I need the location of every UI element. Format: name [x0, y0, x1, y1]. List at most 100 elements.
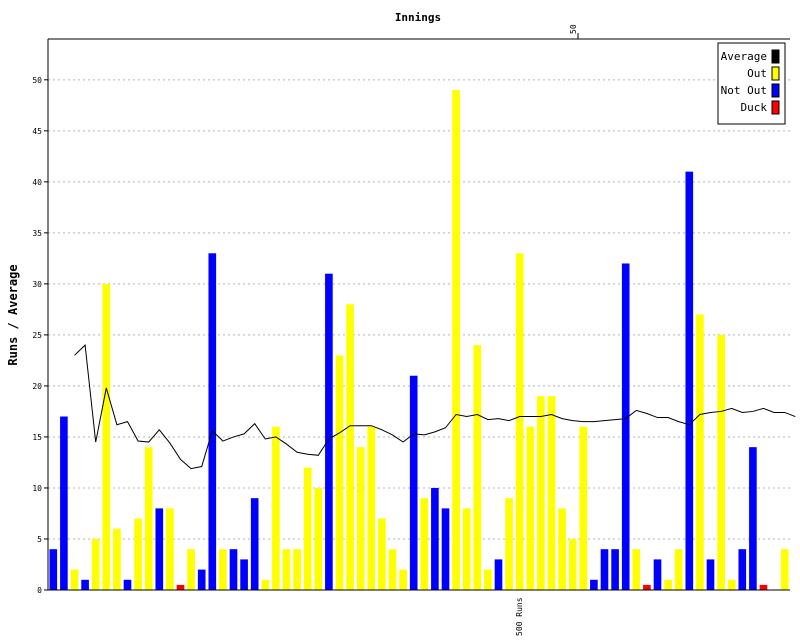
- bar-out: [674, 549, 683, 590]
- legend-label: Duck: [741, 101, 768, 114]
- bar-out: [717, 334, 725, 590]
- bars: [49, 90, 789, 591]
- bar-out: [579, 426, 588, 590]
- bar-not-out: [590, 579, 598, 590]
- bar-out: [134, 518, 142, 590]
- bar-not-out: [600, 549, 609, 590]
- y-tick-label: 15: [32, 433, 42, 442]
- bar-out: [346, 304, 354, 590]
- bar-not-out: [431, 487, 439, 590]
- legend-swatch: [771, 66, 780, 81]
- bar-not-out: [738, 549, 747, 590]
- bar-out: [526, 426, 535, 590]
- bar-out: [293, 549, 301, 590]
- y-tick-label: 40: [32, 178, 42, 187]
- bar-not-out: [49, 549, 58, 590]
- bar-out: [632, 549, 641, 590]
- bar-out: [537, 396, 545, 590]
- bar-not-out: [208, 253, 217, 590]
- bar-out: [515, 253, 524, 590]
- legend-swatch: [771, 83, 780, 98]
- bar-out: [473, 345, 482, 590]
- legend-swatch: [771, 100, 780, 115]
- axes: [47, 38, 790, 591]
- bar-out: [314, 487, 323, 590]
- bar-out: [219, 549, 227, 590]
- bar-not-out: [685, 171, 694, 590]
- y-axis-label: Runs / Average: [6, 264, 20, 365]
- bar-out: [102, 283, 111, 590]
- grid-lines: [48, 79, 790, 540]
- bar-not-out: [60, 416, 68, 590]
- y-tick-label: 30: [32, 280, 42, 289]
- bar-out: [166, 508, 174, 590]
- bar-out: [547, 396, 556, 590]
- legend-label: Not Out: [721, 84, 767, 97]
- bar-not-out: [123, 579, 132, 590]
- bar-out: [91, 538, 100, 590]
- bar-out: [727, 579, 736, 590]
- legend-swatch: [771, 49, 780, 64]
- bar-not-out: [409, 375, 418, 590]
- bar-out: [70, 569, 79, 590]
- bar-out: [367, 426, 376, 590]
- bar-not-out: [706, 559, 715, 590]
- y-tick-labels: 0 5 10 15 20 25 30 35 40 45 50: [32, 76, 48, 595]
- bar-out: [664, 579, 672, 590]
- y-tick-label: 50: [32, 76, 42, 85]
- average-line: [74, 344, 796, 470]
- chart-title: Innings: [395, 11, 441, 24]
- y-tick-label: 5: [37, 535, 42, 544]
- bar-out: [780, 549, 789, 590]
- y-tick-label: 35: [32, 229, 42, 238]
- bar-not-out: [653, 559, 662, 590]
- bar-out: [568, 538, 577, 590]
- legend: Average Out Not Out Duck: [717, 42, 786, 125]
- bar-not-out: [621, 263, 630, 590]
- bar-not-out: [197, 569, 206, 590]
- bar-not-out: [749, 447, 757, 590]
- bar-not-out: [250, 498, 259, 590]
- bar-not-out: [240, 559, 248, 590]
- bar-out: [144, 447, 153, 590]
- bar-duck: [176, 584, 185, 590]
- bar-out: [187, 549, 195, 590]
- bar-not-out: [611, 549, 619, 590]
- bar-out: [696, 314, 704, 590]
- bar-out: [399, 569, 407, 590]
- legend-label: Average: [721, 50, 767, 63]
- y-tick-label: 0: [37, 586, 42, 595]
- bar-not-out: [81, 579, 89, 590]
- bar-not-out: [494, 559, 503, 590]
- bar-out: [356, 447, 365, 590]
- bar-out: [505, 498, 513, 590]
- y-tick-label: 45: [32, 127, 42, 136]
- bottom-milestone-label: 500 Runs: [515, 597, 524, 636]
- bar-not-out: [441, 508, 450, 590]
- bar-out: [452, 90, 460, 591]
- bar-not-out: [325, 273, 333, 590]
- bar-out: [303, 467, 312, 590]
- bar-out: [272, 426, 280, 590]
- bar-out: [420, 498, 429, 590]
- bar-out: [261, 579, 270, 590]
- milestone-markers: 50 500 Runs: [515, 24, 579, 636]
- y-tick-label: 20: [32, 382, 42, 391]
- y-tick-label: 10: [32, 484, 42, 493]
- bar-out: [335, 355, 344, 590]
- bar-not-out: [229, 549, 238, 590]
- bar-out: [282, 549, 291, 590]
- bar-out: [378, 518, 386, 590]
- bar-duck: [759, 584, 768, 590]
- bar-not-out: [155, 508, 164, 590]
- bar-out: [558, 508, 566, 590]
- bar-duck: [643, 584, 651, 590]
- bar-out: [388, 549, 397, 590]
- top-milestone-label: 50: [569, 24, 578, 34]
- bar-out: [113, 528, 121, 590]
- bar-out: [462, 508, 471, 590]
- average-line-group: [74, 344, 796, 470]
- y-tick-label: 25: [32, 331, 42, 340]
- legend-label: Out: [747, 67, 767, 80]
